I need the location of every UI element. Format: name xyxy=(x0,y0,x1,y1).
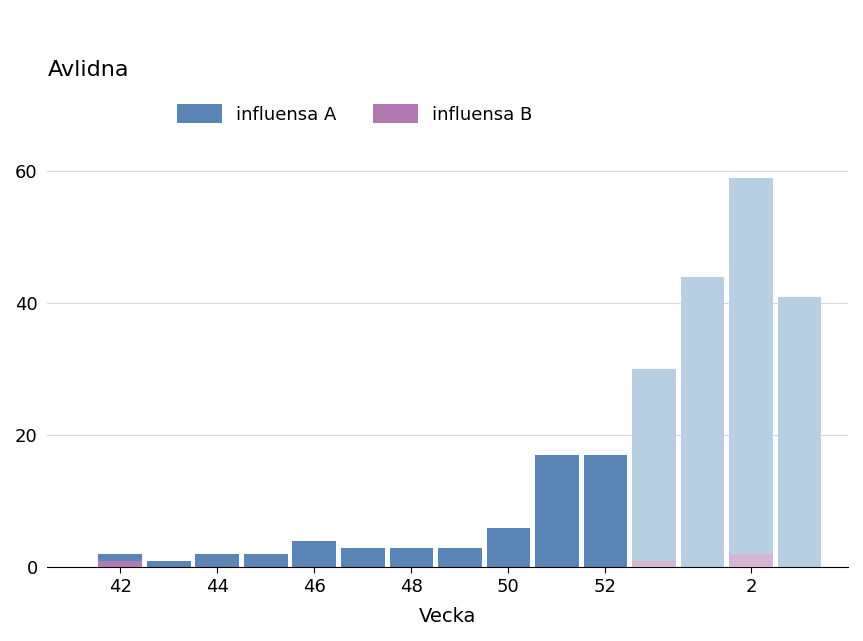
Bar xyxy=(729,178,772,567)
Bar xyxy=(778,297,822,567)
Bar xyxy=(681,277,724,567)
Bar xyxy=(147,561,191,567)
Bar xyxy=(535,455,579,567)
Bar xyxy=(389,547,433,567)
Bar xyxy=(293,541,337,567)
Bar xyxy=(98,554,142,567)
X-axis label: Vecka: Vecka xyxy=(419,607,476,626)
Bar xyxy=(244,554,287,567)
Bar xyxy=(632,369,676,567)
Legend: influensa A, influensa B: influensa A, influensa B xyxy=(177,104,532,124)
Bar xyxy=(195,554,239,567)
Bar xyxy=(487,528,530,567)
Bar xyxy=(438,547,482,567)
Bar xyxy=(583,455,627,567)
Bar xyxy=(341,547,385,567)
Text: Avlidna: Avlidna xyxy=(47,60,129,80)
Bar xyxy=(98,561,142,567)
Bar xyxy=(729,554,772,567)
Bar xyxy=(632,561,676,567)
